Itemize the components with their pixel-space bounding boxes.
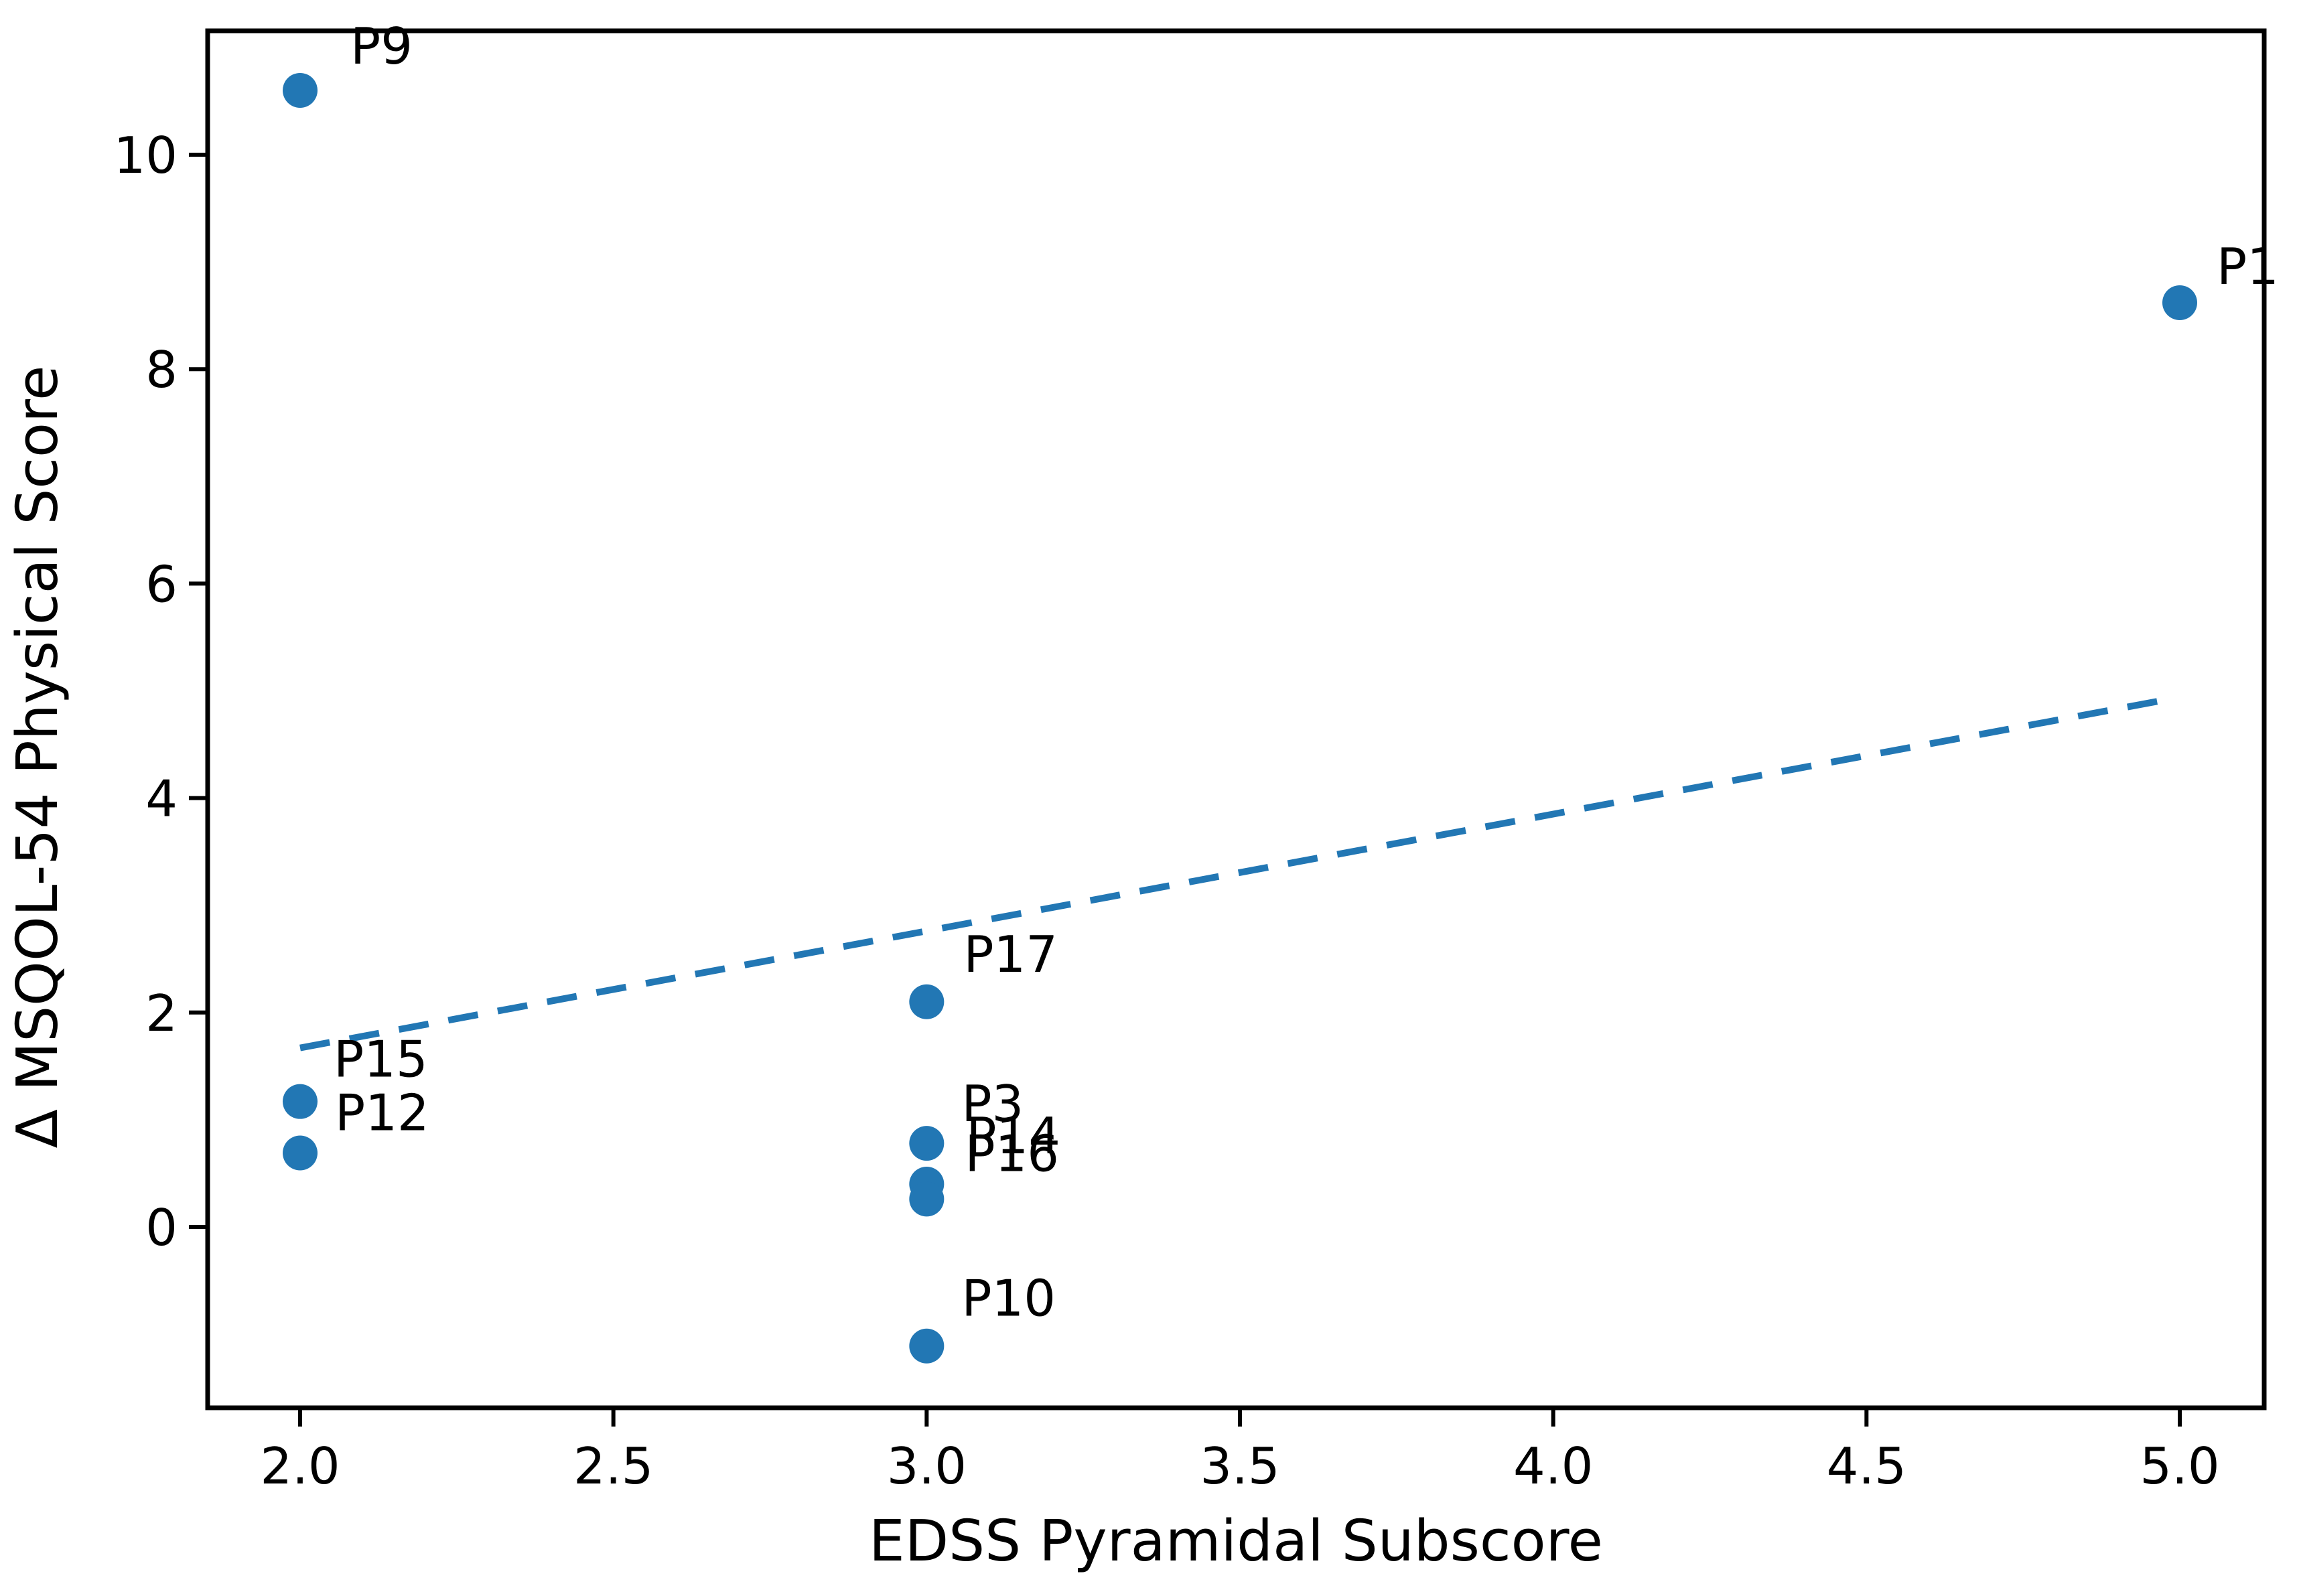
y-tick-label: 2 [145, 984, 178, 1043]
point-label-p9: P9 [350, 17, 413, 76]
x-tick-label: 3.0 [887, 1437, 967, 1496]
scatter-point-p3 [909, 1126, 945, 1161]
x-tick-label: 3.5 [1200, 1437, 1279, 1496]
y-axis-title: Δ MSQOL-54 Physical Score [5, 366, 71, 1149]
scatter-points-group [283, 72, 2197, 1364]
point-label-p10: P10 [961, 1269, 1056, 1328]
x-tick-label: 4.5 [1827, 1437, 1906, 1496]
y-axis-ticks: 0 2 4 6 8 10 [114, 126, 208, 1257]
x-axis-title: EDSS Pyramidal Subscore [869, 1508, 1603, 1575]
trend-line [299, 695, 2174, 1051]
y-tick-label: 4 [145, 770, 178, 828]
point-label-p3: P3 [961, 1074, 1024, 1133]
scatter-point-p1 [2162, 285, 2197, 320]
y-tick-label: 6 [145, 555, 178, 613]
point-label-p12: P12 [335, 1084, 429, 1143]
x-tick-label: 2.5 [573, 1437, 653, 1496]
point-label-p15: P15 [334, 1030, 428, 1089]
scatter-point-p12 [283, 1135, 318, 1171]
point-label-p1: P1 [2217, 237, 2279, 296]
scatter-point-p16 [909, 1181, 945, 1217]
y-tick-label: 10 [114, 126, 178, 185]
x-axis-ticks: 2.0 2.5 3.0 3.5 4.0 4.5 5.0 [260, 1408, 2220, 1496]
point-label-p16: P16 [965, 1124, 1059, 1183]
scatter-point-p17 [909, 984, 945, 1019]
scatter-point-p9 [283, 72, 318, 108]
point-label-p14: P14 [966, 1106, 1060, 1165]
y-tick-label: 0 [145, 1198, 178, 1257]
y-tick-label: 8 [145, 340, 178, 399]
x-tick-label: 2.0 [260, 1437, 340, 1496]
point-label-p17: P17 [963, 925, 1058, 984]
plot-area-frame [205, 28, 2267, 1410]
scatter-point-p15 [283, 1084, 318, 1119]
trend-line-group [299, 695, 2174, 1051]
scatter-point-p10 [909, 1328, 945, 1364]
x-tick-label: 4.0 [1513, 1437, 1593, 1496]
x-tick-label: 5.0 [2140, 1437, 2219, 1496]
